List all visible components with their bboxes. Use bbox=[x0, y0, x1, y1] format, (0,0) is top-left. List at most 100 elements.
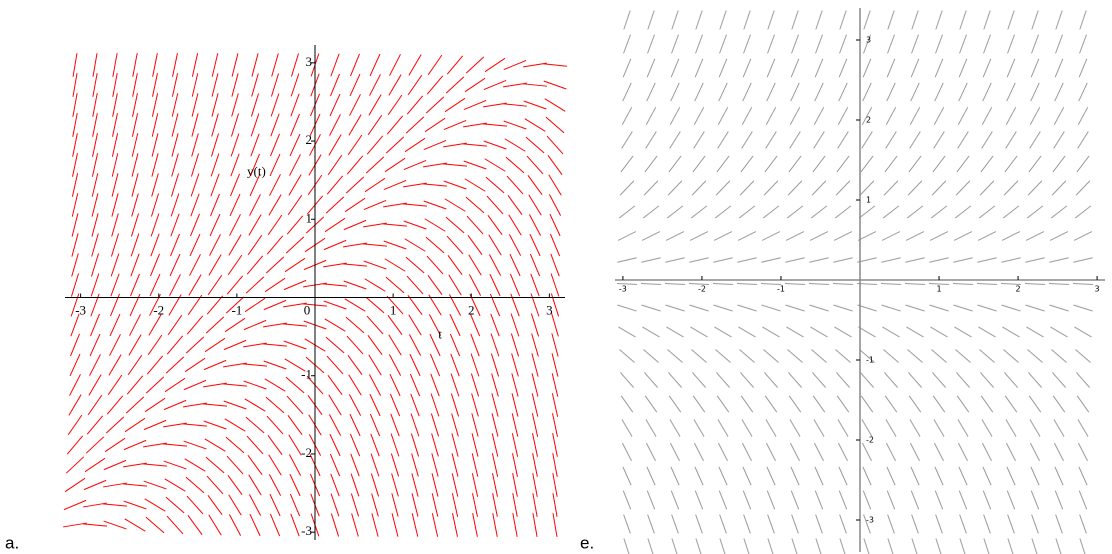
slope-segment bbox=[423, 183, 447, 187]
slope-segment bbox=[125, 396, 145, 414]
slope-segment bbox=[103, 482, 127, 488]
slope-segment bbox=[930, 326, 948, 338]
slope-segment bbox=[386, 295, 404, 315]
slope-segment bbox=[1025, 231, 1045, 241]
slope-segment bbox=[669, 131, 681, 149]
slope-segment bbox=[739, 180, 755, 196]
slope-segment bbox=[689, 257, 709, 263]
slope-segment bbox=[103, 459, 127, 471]
slope-segment bbox=[813, 131, 825, 149]
slope-segment bbox=[764, 372, 778, 388]
slope-segment bbox=[186, 495, 204, 515]
slope-segment bbox=[269, 493, 281, 517]
slope-segment bbox=[839, 538, 846, 554]
slope-segment bbox=[979, 180, 995, 196]
slope-segment bbox=[647, 34, 655, 54]
slope-segment bbox=[228, 514, 242, 536]
y-tick-label: -2 bbox=[301, 445, 312, 460]
slope-segment bbox=[231, 53, 239, 77]
slope-segment bbox=[390, 413, 400, 437]
slope-segment bbox=[431, 453, 439, 477]
slope-segment bbox=[269, 153, 281, 177]
slope-segment bbox=[72, 73, 78, 97]
slope-segment bbox=[532, 453, 538, 477]
slope-segment bbox=[860, 395, 874, 413]
slope-segment bbox=[1079, 34, 1087, 54]
slope-segment bbox=[431, 493, 439, 517]
slope-segment bbox=[1049, 231, 1069, 241]
slope-segment bbox=[169, 253, 181, 277]
slope-segment bbox=[1030, 442, 1040, 462]
slope-segment bbox=[646, 442, 656, 462]
slope-segment bbox=[761, 257, 781, 263]
slope-segment bbox=[862, 82, 872, 102]
slope-segment bbox=[957, 106, 969, 126]
slope-segment bbox=[932, 372, 946, 388]
slope-segment bbox=[229, 193, 241, 217]
slope-segment bbox=[111, 153, 119, 177]
slope-segment bbox=[621, 131, 633, 149]
slope-segment bbox=[407, 74, 423, 96]
slope-segment bbox=[670, 58, 680, 78]
slope-segment bbox=[206, 475, 224, 495]
slope-segment bbox=[228, 494, 242, 516]
slope-segment bbox=[791, 34, 799, 54]
slope-segment bbox=[349, 433, 361, 457]
slope-segment bbox=[124, 417, 146, 433]
slope-segment bbox=[982, 82, 992, 102]
slope-segment bbox=[1074, 326, 1092, 338]
slope-segment bbox=[489, 273, 501, 297]
slope-segment bbox=[543, 63, 567, 67]
slope-segment bbox=[789, 131, 801, 149]
slope-segment bbox=[810, 326, 828, 338]
slope-segment bbox=[928, 283, 950, 285]
slope-segment bbox=[762, 205, 780, 219]
slope-segment bbox=[929, 231, 949, 241]
slope-segment bbox=[427, 54, 443, 76]
slope-segment bbox=[763, 180, 779, 196]
slope-segment bbox=[165, 496, 185, 514]
slope-segment bbox=[391, 493, 399, 517]
slope-segment bbox=[716, 155, 730, 173]
slope-segment bbox=[384, 258, 406, 272]
slope-segment bbox=[325, 336, 345, 354]
slope-segment bbox=[423, 139, 447, 151]
slope-segment bbox=[503, 120, 527, 130]
slope-segment bbox=[512, 473, 518, 497]
slope-segment bbox=[71, 173, 79, 197]
slope-segment bbox=[548, 194, 562, 216]
slope-segment bbox=[470, 373, 480, 397]
slope-segment bbox=[163, 399, 187, 411]
slope-segment bbox=[449, 313, 461, 337]
slope-segment bbox=[226, 455, 244, 475]
slope-segment bbox=[1078, 58, 1088, 78]
slope-segment bbox=[1005, 419, 1017, 437]
slope-segment bbox=[981, 419, 993, 437]
slope-segment bbox=[263, 343, 287, 347]
slope-segment bbox=[881, 304, 901, 312]
slope-segment bbox=[388, 334, 402, 356]
slope-segment bbox=[1052, 155, 1066, 173]
y-axis-label: y(t) bbox=[247, 163, 266, 178]
slope-segment bbox=[670, 442, 680, 462]
slope-segment bbox=[190, 173, 200, 197]
slope-segment bbox=[1003, 180, 1019, 196]
slope-segment bbox=[123, 462, 147, 468]
slope-segment bbox=[329, 433, 341, 457]
slope-segment bbox=[1051, 349, 1067, 363]
slope-segment bbox=[860, 372, 874, 388]
slope-segment bbox=[483, 123, 507, 127]
slope-segment bbox=[931, 349, 947, 363]
slope-segment bbox=[643, 180, 659, 196]
slope-segment bbox=[1029, 131, 1041, 149]
slope-segment bbox=[83, 479, 107, 491]
slope-segment bbox=[66, 435, 84, 455]
slope-segment bbox=[485, 176, 505, 194]
slope-segment bbox=[290, 513, 300, 537]
slope-segment bbox=[1053, 131, 1065, 149]
slope-segment bbox=[930, 205, 948, 219]
slope-segment bbox=[859, 349, 875, 363]
slope-segment bbox=[183, 423, 207, 427]
slope-segment bbox=[411, 453, 419, 477]
slope-segment bbox=[390, 433, 400, 457]
